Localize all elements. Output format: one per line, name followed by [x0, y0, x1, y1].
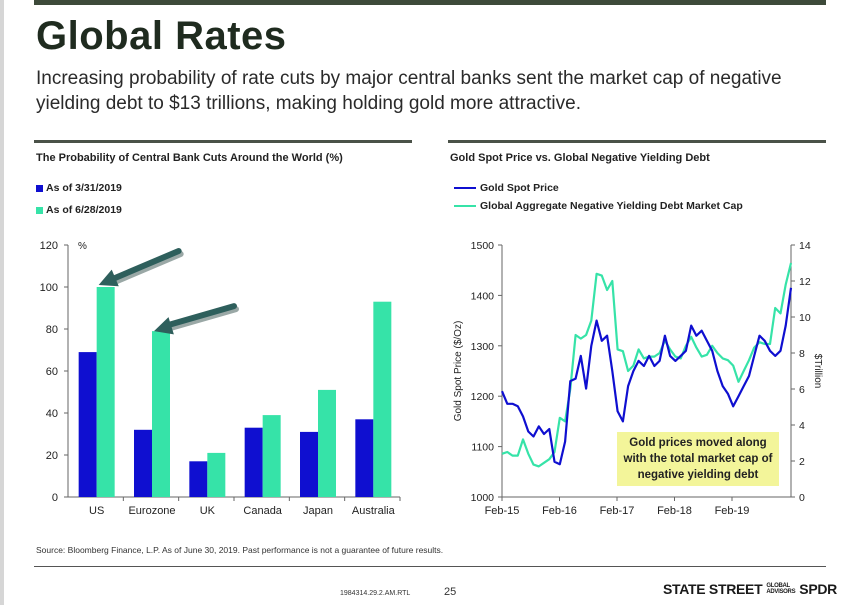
left-legend-item-2: As of 6/28/2019 — [36, 204, 122, 216]
right-tick-label: 0 — [799, 492, 805, 504]
arrow-eurozone-shadow — [167, 306, 239, 332]
x-tick-label: Feb-17 — [600, 505, 635, 517]
legend-label: Global Aggregate Negative Yielding Debt … — [480, 200, 743, 212]
legend-label: Gold Spot Price — [480, 182, 559, 194]
right-tick-label: 6 — [799, 384, 805, 396]
left-tick-label: 1100 — [471, 442, 494, 454]
y-tick-label: 0 — [52, 492, 58, 504]
x-tick-label: Australia — [352, 505, 396, 517]
bar-japan-jun — [318, 389, 336, 497]
right-tick-label: 12 — [799, 276, 811, 288]
arrow-us-shaft — [109, 248, 182, 282]
arrow-us-shadow — [111, 251, 184, 285]
left-tick-label: 1500 — [471, 240, 495, 252]
left-chart-rule — [34, 140, 412, 143]
logo-main: STATE STREET — [663, 581, 763, 597]
arrow-eurozone-head — [154, 317, 174, 335]
y-tick-label: 60 — [46, 366, 58, 378]
x-tick-label: Eurozone — [128, 505, 175, 517]
y-axis-label: % — [78, 241, 87, 252]
right-chart-title: Gold Spot Price vs. Global Negative Yiel… — [450, 152, 710, 164]
x-tick-label: Feb-16 — [542, 505, 577, 517]
bar-us-jun — [96, 287, 115, 497]
left-chart-title: The Probability of Central Bank Cuts Aro… — [36, 152, 343, 164]
left-tick-label: 1400 — [471, 290, 495, 302]
left-edge-strip — [0, 0, 4, 605]
logo-small: GLOBAL ADVISORS — [766, 583, 796, 595]
annotation-box: Gold prices moved along with the total m… — [617, 432, 779, 486]
right-axis-label: $Trillion — [812, 354, 823, 389]
bar-eurozone-jun — [152, 331, 170, 497]
left-tick-label: 1300 — [471, 341, 495, 353]
x-tick-label: Canada — [243, 505, 282, 517]
logo-brand: SPDR — [799, 581, 837, 597]
x-tick-label: Feb-15 — [485, 505, 520, 517]
bar-japan-mar — [300, 431, 318, 497]
bar-uk-mar — [189, 461, 208, 497]
source-note: Source: Bloomberg Finance, L.P. As of Ju… — [36, 545, 444, 555]
bar-us-mar — [78, 352, 97, 497]
top-bar — [34, 0, 826, 5]
right-tick-label: 2 — [799, 456, 805, 468]
x-tick-label: US — [89, 505, 104, 517]
right-tick-label: 14 — [799, 240, 811, 252]
arrow-us-head — [98, 269, 119, 287]
y-tick-label: 100 — [40, 282, 58, 294]
negative-yield-debt-line — [501, 262, 793, 468]
right-chart-rule — [448, 140, 826, 143]
x-tick-label: UK — [200, 505, 216, 517]
y-tick-label: 40 — [46, 408, 58, 420]
right-legend-item-1: Gold Spot Price — [454, 182, 559, 194]
legend-swatch-teal — [36, 206, 43, 214]
document-code: 1984314.29.2.AM.RTL — [340, 590, 411, 597]
state-street-logo: STATE STREET GLOBAL ADVISORS SPDR — [663, 581, 837, 597]
gold-price-line — [500, 287, 793, 466]
left-tick-label: 1000 — [471, 492, 495, 504]
bar-australia-mar — [355, 419, 374, 497]
left-axis-label: Gold Spot Price ($/Oz) — [453, 321, 464, 422]
bar-eurozone-mar — [134, 429, 152, 497]
page-title: Global Rates — [36, 14, 287, 58]
y-tick-label: 120 — [40, 240, 58, 252]
legend-label: As of 3/31/2019 — [46, 182, 122, 194]
page-subtitle: Increasing probability of rate cuts by m… — [36, 68, 782, 114]
y-tick-label: 80 — [46, 324, 58, 336]
bar-canada-mar — [244, 427, 263, 497]
right-tick-label: 8 — [799, 348, 805, 360]
right-tick-label: 4 — [799, 420, 805, 432]
legend-label: As of 6/28/2019 — [46, 204, 122, 216]
y-tick-label: 20 — [46, 450, 58, 462]
x-tick-label: Feb-18 — [657, 505, 692, 517]
page-number: 25 — [444, 586, 457, 598]
legend-line-blue — [454, 187, 476, 189]
bar-australia-jun — [373, 301, 392, 497]
x-tick-label: Japan — [303, 505, 333, 517]
bar-uk-jun — [207, 452, 226, 497]
right-tick-label: 10 — [799, 312, 811, 324]
left-tick-label: 1200 — [471, 391, 495, 403]
arrow-eurozone-shaft — [165, 303, 237, 329]
footer-rule — [34, 566, 826, 567]
bar-canada-jun — [262, 415, 281, 497]
x-tick-label: Feb-19 — [715, 505, 750, 517]
legend-line-teal — [454, 205, 476, 207]
right-legend-item-2: Global Aggregate Negative Yielding Debt … — [454, 200, 743, 212]
legend-swatch-blue — [36, 184, 43, 192]
left-legend-item-1: As of 3/31/2019 — [36, 182, 122, 194]
